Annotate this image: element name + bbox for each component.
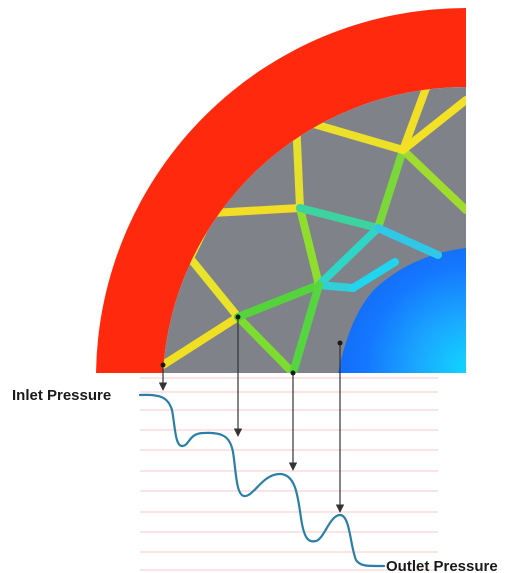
outer-ring [96, 7, 466, 373]
plot-grid [140, 377, 438, 571]
inlet-pressure-label: Inlet Pressure [12, 387, 111, 404]
pore-network [163, 86, 466, 373]
outlet-pressure-label: Outlet Pressure [386, 558, 498, 573]
blue-core [338, 248, 466, 373]
projection-arrows [158, 314, 345, 513]
pressure-curve [138, 393, 386, 568]
